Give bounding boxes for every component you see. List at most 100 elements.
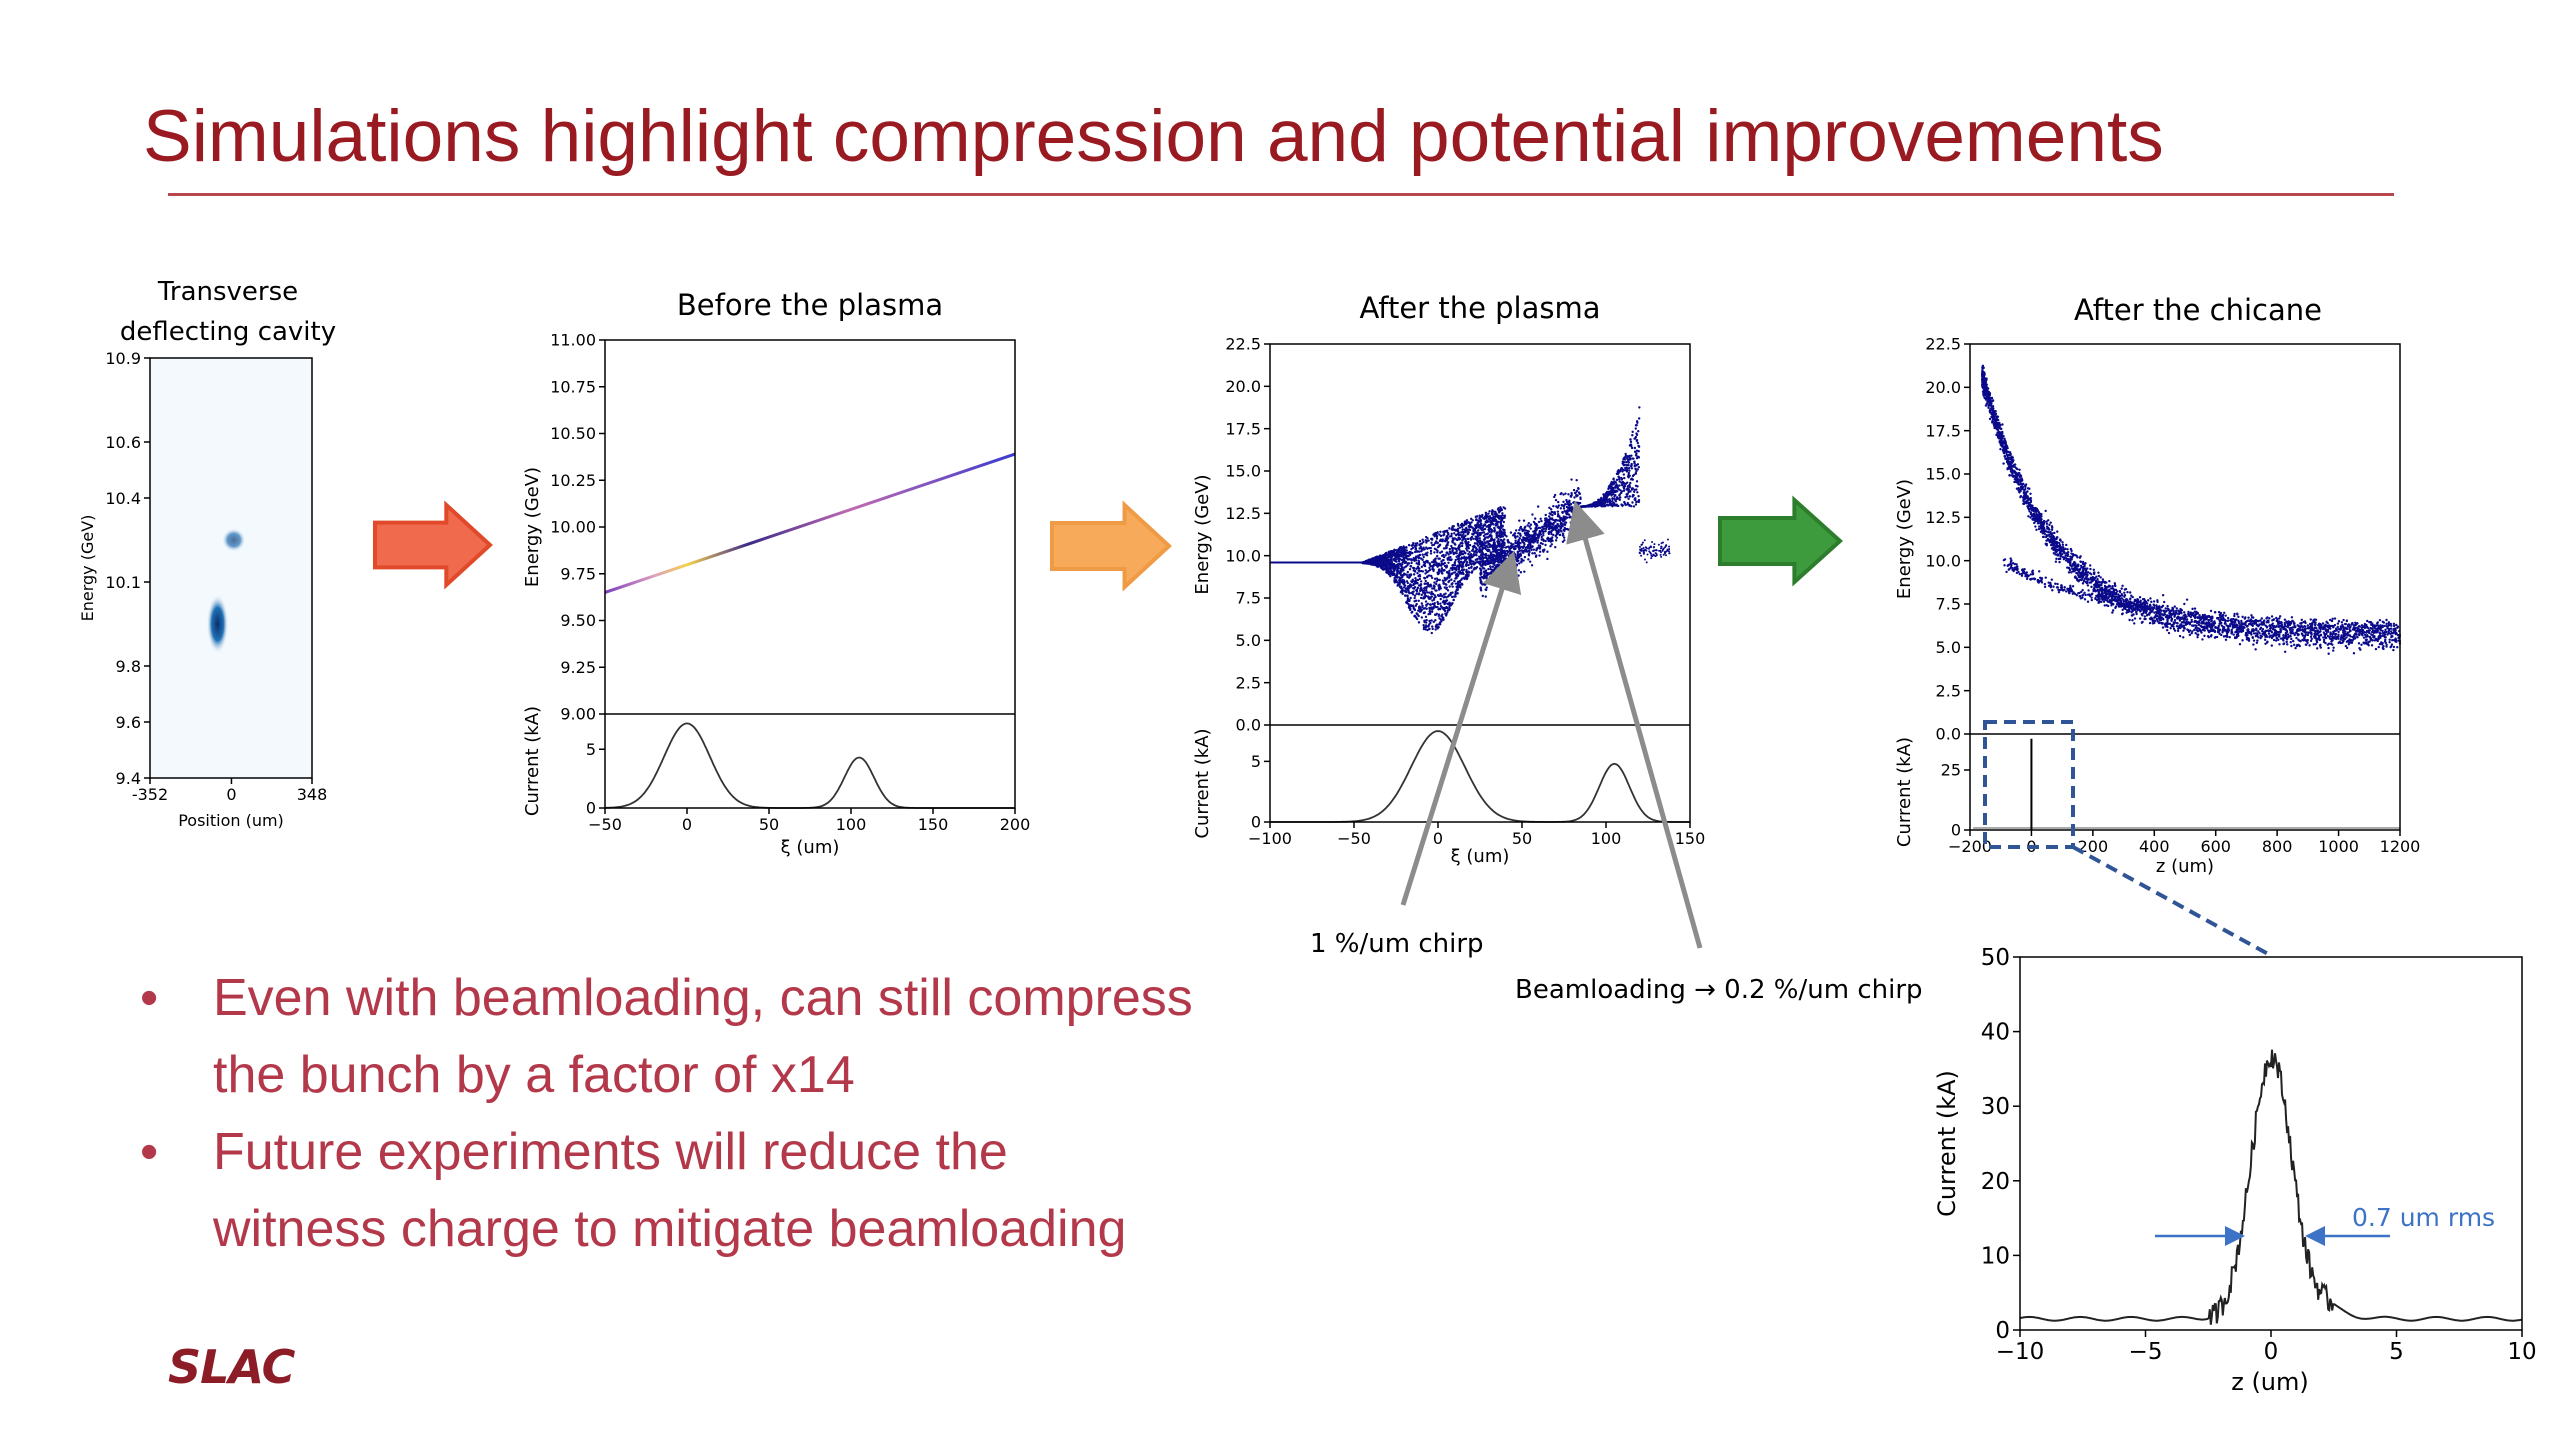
y-top-tick-label: 20.0 xyxy=(1225,377,1261,396)
particle xyxy=(1455,555,1458,559)
particle xyxy=(1469,537,1472,540)
particle xyxy=(1648,550,1651,553)
particle xyxy=(1420,602,1424,605)
particle xyxy=(1491,583,1495,587)
y-top-tick-label: 10.25 xyxy=(550,471,596,490)
particle xyxy=(1542,539,1546,542)
particle xyxy=(1426,537,1429,540)
particle xyxy=(1422,555,1425,559)
particle xyxy=(1460,525,1464,529)
y-top-tick-label: 10.00 xyxy=(550,518,596,537)
particle xyxy=(1464,563,1468,566)
particle xyxy=(1497,534,1501,538)
particle xyxy=(1426,581,1430,585)
particle xyxy=(1488,545,1492,549)
particle xyxy=(2064,554,2067,557)
particle xyxy=(1643,558,1646,561)
particle xyxy=(1527,543,1530,547)
particle xyxy=(1595,502,1599,506)
chart-title: After the chicane xyxy=(2074,293,2322,327)
particle xyxy=(1435,537,1439,540)
particle xyxy=(1430,610,1434,613)
y-top-tick-label: 9.50 xyxy=(560,611,596,630)
particle xyxy=(1481,594,1484,598)
particle xyxy=(1432,584,1436,587)
particle xyxy=(1421,604,1424,607)
particle xyxy=(1500,561,1503,565)
particle xyxy=(1552,504,1555,508)
particle xyxy=(1461,562,1465,566)
particle xyxy=(1452,525,1455,528)
particle xyxy=(1436,594,1440,597)
y-top-tick-label: 10.50 xyxy=(550,424,596,443)
particle xyxy=(2066,548,2069,551)
particle xyxy=(1466,577,1469,580)
particle xyxy=(1393,567,1397,570)
x-tick-label: 200 xyxy=(1000,815,1031,834)
particle xyxy=(2045,530,2048,533)
particle xyxy=(1557,500,1560,504)
particle xyxy=(1497,573,1501,576)
y-top-tick-label: 12.5 xyxy=(1225,504,1261,523)
particle xyxy=(1479,518,1482,521)
particle xyxy=(1406,557,1409,561)
particle xyxy=(1491,546,1495,549)
particle xyxy=(1578,492,1582,496)
particle xyxy=(1487,535,1490,539)
y-tick-label: 10.6 xyxy=(105,433,141,452)
particle xyxy=(1446,602,1449,606)
particle xyxy=(1448,579,1451,583)
particle xyxy=(2308,644,2311,647)
particle xyxy=(1638,406,1641,409)
particle xyxy=(1636,491,1639,494)
particle xyxy=(1551,536,1554,539)
particle xyxy=(1472,537,1475,540)
particle xyxy=(1446,529,1449,532)
particle xyxy=(1475,518,1478,521)
particle xyxy=(1487,512,1490,515)
particle xyxy=(1396,581,1399,584)
particle xyxy=(1572,501,1576,504)
particle xyxy=(1448,558,1451,561)
particle xyxy=(1526,550,1529,553)
particle xyxy=(1510,542,1513,545)
particle xyxy=(1501,516,1505,520)
particle xyxy=(1405,573,1408,576)
particle xyxy=(1454,558,1457,562)
particle xyxy=(1614,489,1617,492)
particle xyxy=(1406,594,1409,597)
particle xyxy=(1549,513,1553,516)
particle xyxy=(1390,550,1393,553)
particle xyxy=(1668,552,1671,555)
particle xyxy=(1618,476,1621,479)
particle xyxy=(1645,561,1648,564)
particle xyxy=(1418,550,1421,553)
particle xyxy=(1407,576,1411,579)
particle xyxy=(1431,602,1434,606)
particle xyxy=(1617,497,1620,500)
particle xyxy=(1483,562,1486,566)
particle xyxy=(1638,545,1641,548)
particle xyxy=(1635,433,1639,437)
particle xyxy=(1506,539,1510,542)
particle xyxy=(1492,523,1495,526)
particle xyxy=(1498,541,1501,544)
particle xyxy=(1536,505,1540,508)
particle xyxy=(1548,506,1551,510)
particle xyxy=(1454,590,1457,593)
particle xyxy=(1404,584,1407,587)
particle xyxy=(1399,574,1403,577)
particle xyxy=(1403,553,1407,556)
particle xyxy=(1371,557,1375,560)
particle xyxy=(1496,563,1499,567)
particle xyxy=(1448,547,1452,551)
particle xyxy=(1436,545,1440,549)
particle xyxy=(1487,560,1490,564)
particle xyxy=(1621,483,1624,486)
particle xyxy=(1649,552,1652,555)
particle xyxy=(1416,586,1420,590)
particle xyxy=(2362,636,2366,639)
particle xyxy=(2175,624,2179,628)
particle xyxy=(1427,591,1431,594)
particle xyxy=(1426,628,1429,632)
